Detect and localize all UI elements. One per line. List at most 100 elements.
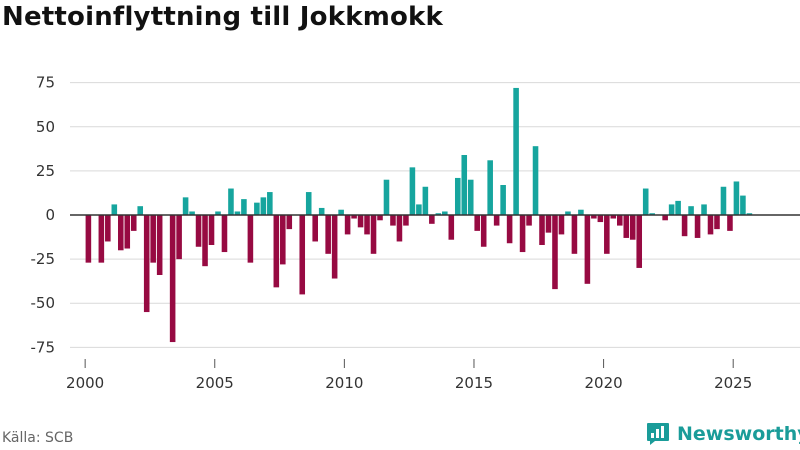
bar [649,213,655,215]
bar [584,215,591,284]
bar [280,215,286,265]
bar [435,213,442,215]
bar [377,215,383,221]
bar [208,215,215,245]
bar [357,215,364,228]
bar [461,155,468,215]
bar [493,215,500,226]
bar [143,215,150,313]
bar [701,204,707,215]
bar [390,215,396,226]
bar [526,215,532,226]
bar [202,215,208,267]
bar [675,200,681,215]
bar [733,181,740,215]
bar [442,211,448,215]
bar [105,215,111,242]
bar [344,215,351,235]
bar [571,215,578,254]
bar [519,215,526,253]
bar [545,215,552,233]
bar [156,215,163,275]
bar [694,215,701,238]
bar [254,202,260,215]
bar [480,215,487,247]
bar [234,211,241,215]
bar [409,167,416,215]
bar [312,215,318,242]
bar [182,197,189,215]
bar [552,215,558,290]
bar [299,215,306,295]
bar [487,160,493,215]
bar [668,204,675,215]
bar [331,215,338,279]
bar [506,215,513,244]
bar [396,215,403,242]
bar [370,215,377,254]
bar [597,215,604,223]
bar [532,146,539,215]
grid-lines [70,82,800,348]
bar [558,215,565,235]
bar [215,211,221,215]
bar [351,215,357,219]
bar [610,215,617,219]
bar [150,215,156,263]
newsworthy-icon [647,423,669,445]
x-tick-label: 2020 [584,374,622,392]
brand-name: Newsworthy [677,423,800,445]
bar [383,179,390,215]
bar [565,211,571,215]
bar [623,215,630,238]
source-label: Källa: SCB [2,430,74,446]
bar [98,215,105,263]
bar [500,185,506,215]
bar [604,215,610,254]
bar [247,215,254,263]
y-tick-label: 0 [45,206,55,224]
bar [591,215,597,219]
bar [714,215,720,230]
bar [720,186,727,215]
bar [325,215,331,254]
chart-title: Nettoinflyttning till Jokkmokk [2,2,444,32]
bar [267,192,273,215]
bar [707,215,714,235]
y-tick-label: 25 [36,162,55,180]
bar [474,215,480,231]
y-tick-label: 75 [36,74,55,92]
bar [448,215,455,240]
brand-logo: Newsworthy [645,421,800,447]
bar [130,215,137,231]
x-axis-ticks: 2000 2005 2010 2015 2020 2025 [66,359,752,392]
bar [629,215,636,240]
bar [681,215,688,237]
bar [189,211,195,215]
bar [260,197,267,215]
bar [662,215,668,221]
bar [746,213,753,215]
x-tick-label: 2015 [455,374,493,392]
bar [221,215,228,253]
y-axis-ticks: 75 50 25 0 -25 -50 -75 [31,74,56,357]
bar [513,87,519,215]
x-tick-label: 2010 [325,374,363,392]
bar [727,215,733,231]
bar [422,186,429,215]
bar [195,215,202,247]
bar [636,215,643,268]
y-tick-label: -50 [31,294,56,312]
bar [137,206,144,215]
bars [85,87,753,343]
y-tick-label: 50 [36,118,55,136]
bar [454,177,461,215]
bar [124,215,131,249]
bar [403,215,409,226]
bar [118,215,124,251]
bar [539,215,545,245]
bar [176,215,182,260]
bar [617,215,623,226]
bar [286,215,293,230]
